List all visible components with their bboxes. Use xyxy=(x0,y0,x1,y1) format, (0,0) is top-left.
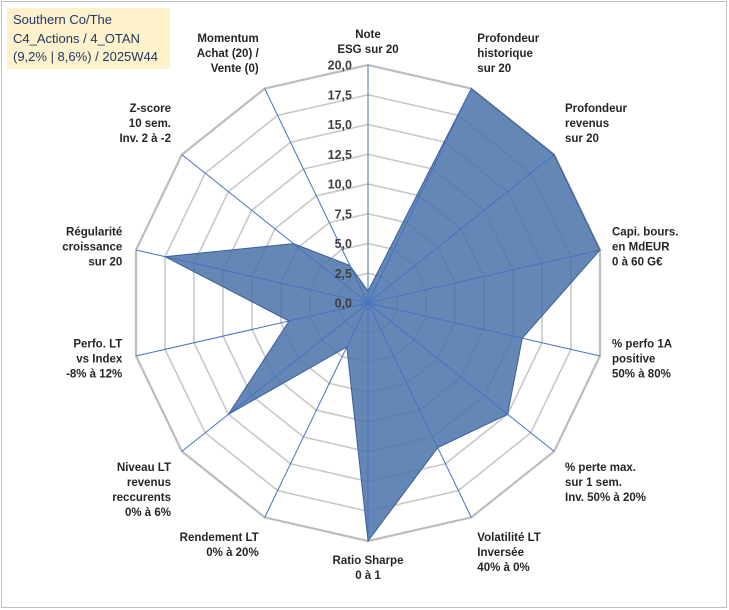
title-line-2: C4_Actions / 4_OTAN xyxy=(13,30,140,46)
axis-spoke xyxy=(264,88,369,304)
axis-label-line: 50% à 80% xyxy=(612,369,671,381)
axis-label-line: vs Index xyxy=(76,354,123,366)
axis-label-line: Ratio Sharpe xyxy=(333,555,404,567)
axis-label-line: Inversée xyxy=(477,547,524,559)
axis-label: Régularité croissance sur 20 xyxy=(62,226,122,268)
axis-label: Perfo. LT vs Index -8% à 12% xyxy=(66,339,123,381)
axis-label-line: 0 à 1 xyxy=(355,570,381,582)
axis-label: Rendement LT 0% à 20% xyxy=(180,532,259,559)
axis-label-line: Inv. 50% à 20% xyxy=(565,492,646,504)
axis-label-line: % perte max. xyxy=(565,462,636,474)
axis-spoke xyxy=(135,302,369,357)
axis-label-line: 0% à 20% xyxy=(206,547,258,559)
axis-spoke xyxy=(367,88,472,304)
axis-spoke xyxy=(135,249,369,304)
axis-label-line: Vente (0) xyxy=(211,63,259,75)
axis-labels: Note ESG sur 20 Profondeur historique sur 20… xyxy=(62,29,678,582)
title-line-3: (9,2% | 8,6%) / 2025W44 xyxy=(13,49,159,64)
axis-spoke xyxy=(181,302,369,452)
axis-label-line: reccurents xyxy=(112,492,171,504)
axis-label: Capi. bours. en MdEUR 0 à 60 G€ xyxy=(612,226,678,268)
axis-spoke xyxy=(367,154,555,304)
axis-label-line: -8% à 12% xyxy=(66,369,122,381)
axis-label-line: 0% à 6% xyxy=(125,507,171,519)
axis-label-line: sur 20 xyxy=(88,256,122,268)
axis-label-line: Niveau LT xyxy=(117,462,171,474)
axis-label: Volatilité LT Inversée 40% à 0% xyxy=(477,532,540,574)
axis-label-line: Inv. 2 à -2 xyxy=(119,133,171,145)
radial-tick-labels: 0,0 2,5 5,0 7,5 10,0 12,5 15,0 17,5 20,0 xyxy=(328,59,352,311)
tick-label: 10,0 xyxy=(328,178,352,192)
axis-label: Profondeur revenus sur 20 xyxy=(565,103,627,145)
axis-label-line: % perfo 1A xyxy=(612,339,672,351)
axis-label: % perfo 1A positive 50% à 80% xyxy=(612,339,672,381)
axis-label: Z-score 10 sem. Inv. 2 à -2 xyxy=(119,103,171,145)
axis-spoke xyxy=(264,302,369,518)
axis-label: Momentum Achat (20) / Vente (0) xyxy=(197,33,260,75)
axis-label: % perte max. sur 1 sem. Inv. 50% à 20% xyxy=(565,462,646,504)
axis-spoke xyxy=(367,249,601,304)
axis-label-line: Perfo. LT xyxy=(73,339,122,351)
axis-label-line: Capi. bours. xyxy=(612,226,678,238)
axis-label-line: Profondeur xyxy=(565,103,627,115)
tick-label: 12,5 xyxy=(328,148,352,162)
tick-label: 17,5 xyxy=(328,88,352,102)
axis-label-line: Rendement LT xyxy=(180,532,259,544)
axis-spoke xyxy=(181,154,369,304)
axis-label-line: sur 20 xyxy=(477,63,511,75)
title-line-1: Southern Co/The xyxy=(13,12,113,27)
axis-spoke xyxy=(367,302,555,452)
axis-label-line: Momentum xyxy=(197,33,258,45)
axis-label-line: historique xyxy=(477,48,533,60)
axis-label-line: Profondeur xyxy=(477,33,539,45)
chart-title-box: Southern Co/The C4_Actions / 4_OTAN (9,2… xyxy=(7,8,170,69)
axis-label-line: Volatilité LT xyxy=(477,532,540,544)
axis-label-line: Z-score xyxy=(129,103,171,115)
axis-spoke xyxy=(367,302,601,357)
axis-label-line: ESG sur 20 xyxy=(337,44,398,56)
tick-label: 15,0 xyxy=(328,118,352,132)
axis-label-line: revenus xyxy=(565,118,609,130)
axis-label-line: revenus xyxy=(127,477,171,489)
axis-label-line: en MdEUR xyxy=(612,241,670,253)
axis-label: Ratio Sharpe 0 à 1 xyxy=(333,555,404,582)
tick-label: 5,0 xyxy=(335,237,352,251)
axis-label-line: 40% à 0% xyxy=(477,562,529,574)
tick-label: 2,5 xyxy=(335,267,352,281)
axis-label-line: positive xyxy=(612,354,655,366)
axis-label-line: 10 sem. xyxy=(129,118,171,130)
axis-label: Note ESG sur 20 xyxy=(337,29,398,56)
axis-label-line: 0 à 60 G€ xyxy=(612,256,663,268)
tick-label: 7,5 xyxy=(335,207,352,221)
axis-label-line: sur 1 sem. xyxy=(565,477,622,489)
axis-label: Niveau LT revenus reccurents 0% à 6% xyxy=(112,462,171,519)
axis-label-line: Régularité xyxy=(66,226,122,238)
axis-spokes xyxy=(135,65,601,541)
axis-label-line: sur 20 xyxy=(565,133,599,145)
axis-label-line: Note xyxy=(355,29,381,41)
axis-label: Profondeur historique sur 20 xyxy=(477,33,539,75)
axis-label-line: Achat (20) / xyxy=(197,48,260,60)
tick-label: 20,0 xyxy=(328,59,352,73)
axis-label-line: croissance xyxy=(62,241,122,253)
axis-spoke xyxy=(367,302,472,518)
tick-label: 0,0 xyxy=(335,297,352,311)
